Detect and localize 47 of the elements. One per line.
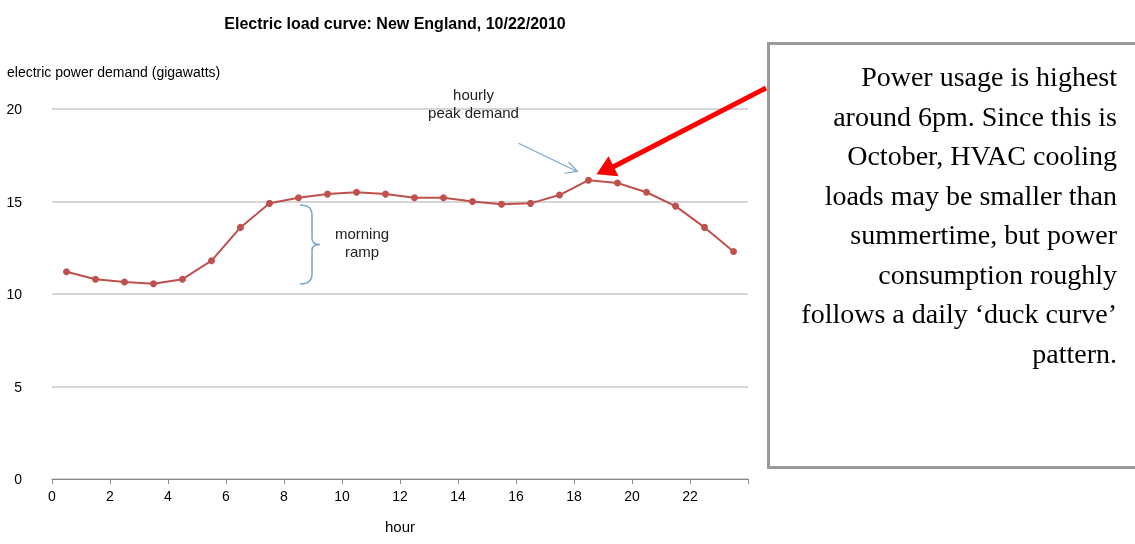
x-axis-title: hour: [384, 518, 416, 535]
point: [527, 199, 534, 207]
x-tick-label: 10: [334, 488, 350, 504]
point: [672, 202, 679, 210]
y-tick-label: 5: [14, 378, 23, 395]
x-tick-label: 2: [106, 488, 115, 504]
y-tick-label: 10: [6, 286, 23, 302]
point: [92, 275, 99, 283]
x-tick-label: 16: [508, 488, 524, 504]
point: [324, 190, 331, 198]
chart-title: Electric load curve: New England, 10/22/2010: [224, 14, 566, 32]
point: [701, 223, 708, 231]
point: [411, 194, 418, 202]
point: [150, 280, 157, 288]
y-tick-label: 0: [14, 471, 23, 487]
x-tick-label: 6: [222, 488, 231, 504]
x-tick-label: 12: [392, 488, 408, 504]
x-tick-label: 4: [164, 488, 173, 504]
point: [353, 188, 360, 196]
point: [266, 199, 273, 207]
x-tick-label: 0: [48, 488, 57, 504]
point: [440, 194, 447, 202]
annotation: hourly peak demand: [428, 86, 519, 122]
point: [295, 194, 302, 202]
y-tick-label: 20: [6, 101, 23, 117]
point: [179, 275, 186, 283]
point: [556, 191, 563, 199]
point: [643, 188, 650, 196]
point: [237, 223, 244, 231]
annotation: morning ramp: [334, 224, 390, 260]
point: [585, 176, 592, 184]
point: [614, 179, 621, 187]
x-tick-label: 22: [682, 488, 698, 504]
point: [121, 278, 128, 286]
point: [730, 247, 737, 255]
point: [208, 257, 215, 265]
text: Power usage is highest around 6pm. Since this is October, HVAC cooling loads may be smaller than summertime, but power consumption roughly follows a daily ‘duck curve’ pattern.: [800, 60, 1117, 371]
point: [498, 200, 505, 208]
y-tick-label: 15: [6, 193, 23, 210]
point: [63, 268, 70, 276]
point: [469, 198, 476, 205]
point: [382, 190, 389, 198]
x-tick-label: 18: [566, 488, 582, 504]
x-tick-label: 14: [450, 488, 466, 504]
x-tick-label: 8: [280, 488, 289, 504]
y-axis-title: electric power demand (gigawatts): [7, 64, 221, 80]
x-tick-label: 20: [624, 488, 640, 504]
